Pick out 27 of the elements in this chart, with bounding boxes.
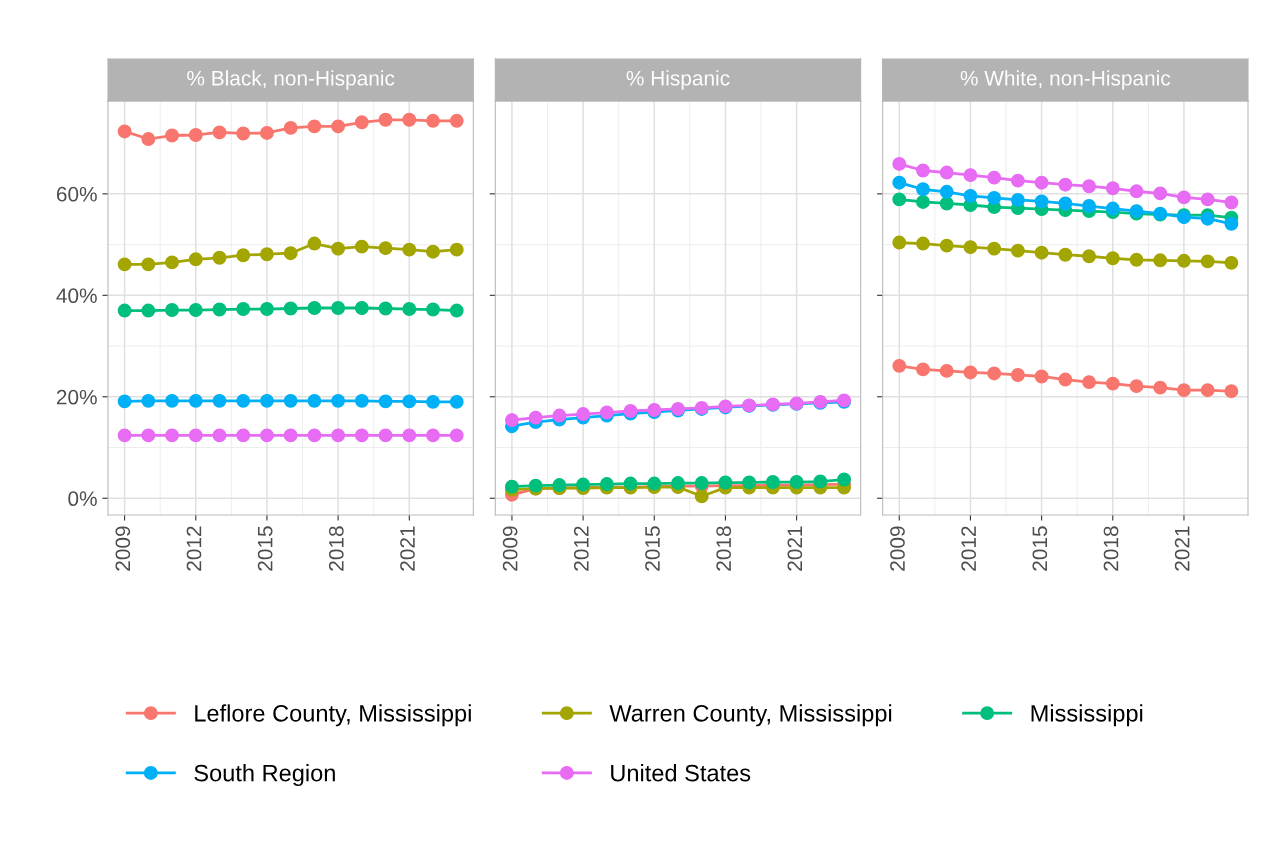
x-tick-label: 2009 <box>890 526 905 571</box>
y-tick-label: 40% <box>56 288 97 304</box>
legend-label: Mississippi <box>1031 704 1143 727</box>
legend-label: South Region <box>194 764 335 787</box>
chart-title: % White, non-Hispanic <box>960 70 1171 90</box>
x-tick-label: 2012 <box>961 526 977 571</box>
x-tick-label: 2018 <box>328 526 344 571</box>
x-tick-label: 2009 <box>502 526 518 571</box>
y-tick-label: 20% <box>56 389 97 405</box>
y-tick-label: 0% <box>68 491 97 507</box>
chart-title: % Hispanic <box>626 70 730 90</box>
legend-label: United States <box>611 764 751 782</box>
x-tick-label: 2021 <box>787 526 803 571</box>
x-tick-label: 2018 <box>1103 526 1119 571</box>
x-tick-label: 2018 <box>716 526 732 571</box>
x-tick-label: 2012 <box>573 526 589 571</box>
x-tick-label: 2021 <box>400 526 415 571</box>
x-tick-label: 2009 <box>115 526 131 571</box>
x-tick-label: 2015 <box>1032 526 1048 571</box>
y-tick-label: 60% <box>56 186 97 202</box>
x-tick-label: 2021 <box>1174 526 1190 571</box>
x-tick-label: 2015 <box>645 526 660 571</box>
legend-label: Leflore County, Mississippi <box>195 704 471 727</box>
x-tick-label: 2015 <box>257 526 273 571</box>
legend-label: Warren County, Mississippi <box>609 704 892 727</box>
chart-title: % Black, non-Hispanic <box>187 70 395 90</box>
x-tick-label: 2012 <box>186 526 202 571</box>
